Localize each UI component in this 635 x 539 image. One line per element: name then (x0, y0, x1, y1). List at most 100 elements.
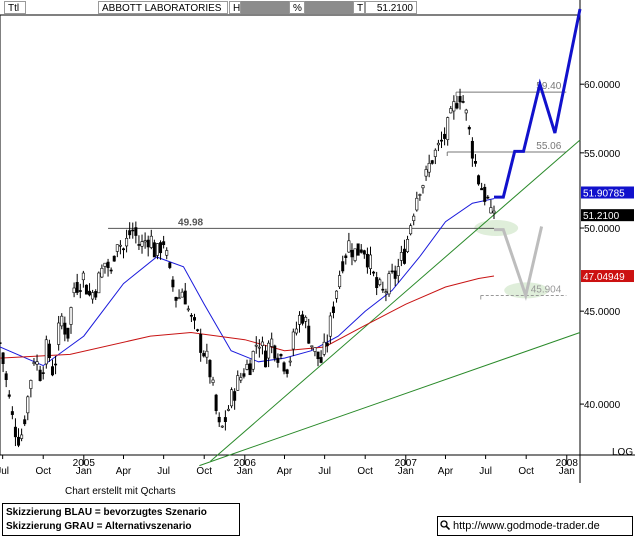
candle-body (54, 363, 58, 366)
candle-body (168, 262, 172, 268)
log-scale-label: LOG (612, 447, 633, 458)
candle-body (193, 317, 197, 321)
candle-body (328, 315, 332, 337)
magnifier-icon (440, 520, 450, 530)
candle-body (344, 255, 348, 258)
candle-body (455, 103, 459, 109)
x-year-label: 2007 (395, 458, 418, 469)
candle-body (254, 344, 258, 347)
x-tick-label: Jul (479, 466, 492, 477)
candle-body (183, 290, 187, 305)
candle-body (492, 210, 496, 214)
moving-averages (0, 198, 495, 367)
candle-body (0, 342, 2, 344)
candle-body (409, 225, 413, 235)
candle-body (199, 333, 203, 353)
x-tick-label: Apr (277, 466, 293, 477)
candle-body (13, 426, 17, 438)
candle-body (440, 139, 444, 142)
price-tag-bg (581, 186, 634, 199)
candle-body (125, 237, 129, 247)
candle-body (226, 408, 230, 411)
candle-body (427, 162, 431, 173)
candle-body (248, 363, 252, 376)
candle-body (112, 255, 116, 262)
y-tick-label: 50.0000 (584, 224, 621, 235)
candle-body (467, 126, 471, 130)
candle-body (118, 244, 122, 247)
x-tick-label: Oct (196, 466, 212, 477)
candle-body (418, 194, 422, 196)
candle-body (26, 396, 30, 414)
candle-body (399, 252, 403, 261)
candle-body (239, 377, 243, 381)
candle-body (359, 249, 363, 253)
candle-body (325, 342, 329, 347)
plot-area (0, 0, 635, 483)
candle-body (384, 291, 388, 293)
candle-body (365, 253, 369, 268)
header-field-ttl: Ttl (4, 1, 26, 14)
candle-body (378, 279, 382, 285)
candle-body (421, 185, 425, 189)
candle-body (368, 254, 372, 269)
candle-body (211, 379, 215, 383)
y-tick-label: 55.0000 (584, 149, 621, 160)
candle-body (257, 346, 261, 349)
candle-body (32, 362, 36, 364)
price-tag-label: 51.2100 (583, 211, 620, 222)
x-tick-label: Jan (237, 466, 253, 477)
candle-body (267, 342, 271, 359)
candle-body (50, 366, 54, 376)
x-tick-label: Jan (398, 466, 414, 477)
candle-body (245, 363, 249, 370)
candle-body (4, 373, 8, 380)
candle-body (202, 353, 206, 357)
candle-body (273, 345, 277, 359)
x-tick-label: Jul (318, 466, 331, 477)
candle-body (393, 270, 397, 279)
candle-body (159, 242, 163, 254)
candle-body (196, 329, 200, 331)
candle-body (338, 275, 342, 288)
header-value-pct (305, 1, 353, 14)
candle-body (155, 243, 159, 256)
candle-body (41, 372, 45, 374)
candle-body (452, 101, 456, 112)
candle-body (424, 169, 428, 177)
candle-body (396, 266, 400, 276)
level-label: 55.06 (536, 141, 561, 152)
candle-body (375, 277, 379, 289)
level-label: 59.40 (536, 81, 561, 92)
candle-body (372, 271, 376, 274)
x-tick-label: Oct (357, 466, 373, 477)
candle-body (458, 96, 462, 103)
candle-body (140, 241, 144, 247)
candle-body (480, 188, 484, 191)
candle-body (260, 341, 264, 346)
candle-body (165, 250, 169, 256)
x-tick-label: Oct (518, 466, 534, 477)
candle-body (220, 425, 224, 428)
candle-body (449, 108, 453, 114)
candle-body (233, 391, 237, 401)
candle-body (390, 270, 394, 273)
candle-body (17, 436, 21, 446)
candle-body (66, 327, 70, 339)
candle-body (177, 297, 181, 300)
candle-body (186, 308, 190, 311)
candle-body (63, 322, 67, 335)
candle-body (115, 244, 119, 252)
candle-body (313, 347, 317, 352)
candle-body (81, 272, 85, 281)
candle-body (356, 243, 360, 256)
website-link[interactable]: http://www.godmode-trader.de (437, 516, 633, 536)
trendlines (199, 139, 581, 467)
candle-body (285, 369, 289, 374)
candle-body (217, 416, 221, 423)
candle-body (75, 282, 79, 293)
candle-body (162, 241, 166, 246)
x-tick-label: Apr (116, 466, 132, 477)
candle-body (106, 261, 110, 269)
candle-body (10, 411, 14, 415)
